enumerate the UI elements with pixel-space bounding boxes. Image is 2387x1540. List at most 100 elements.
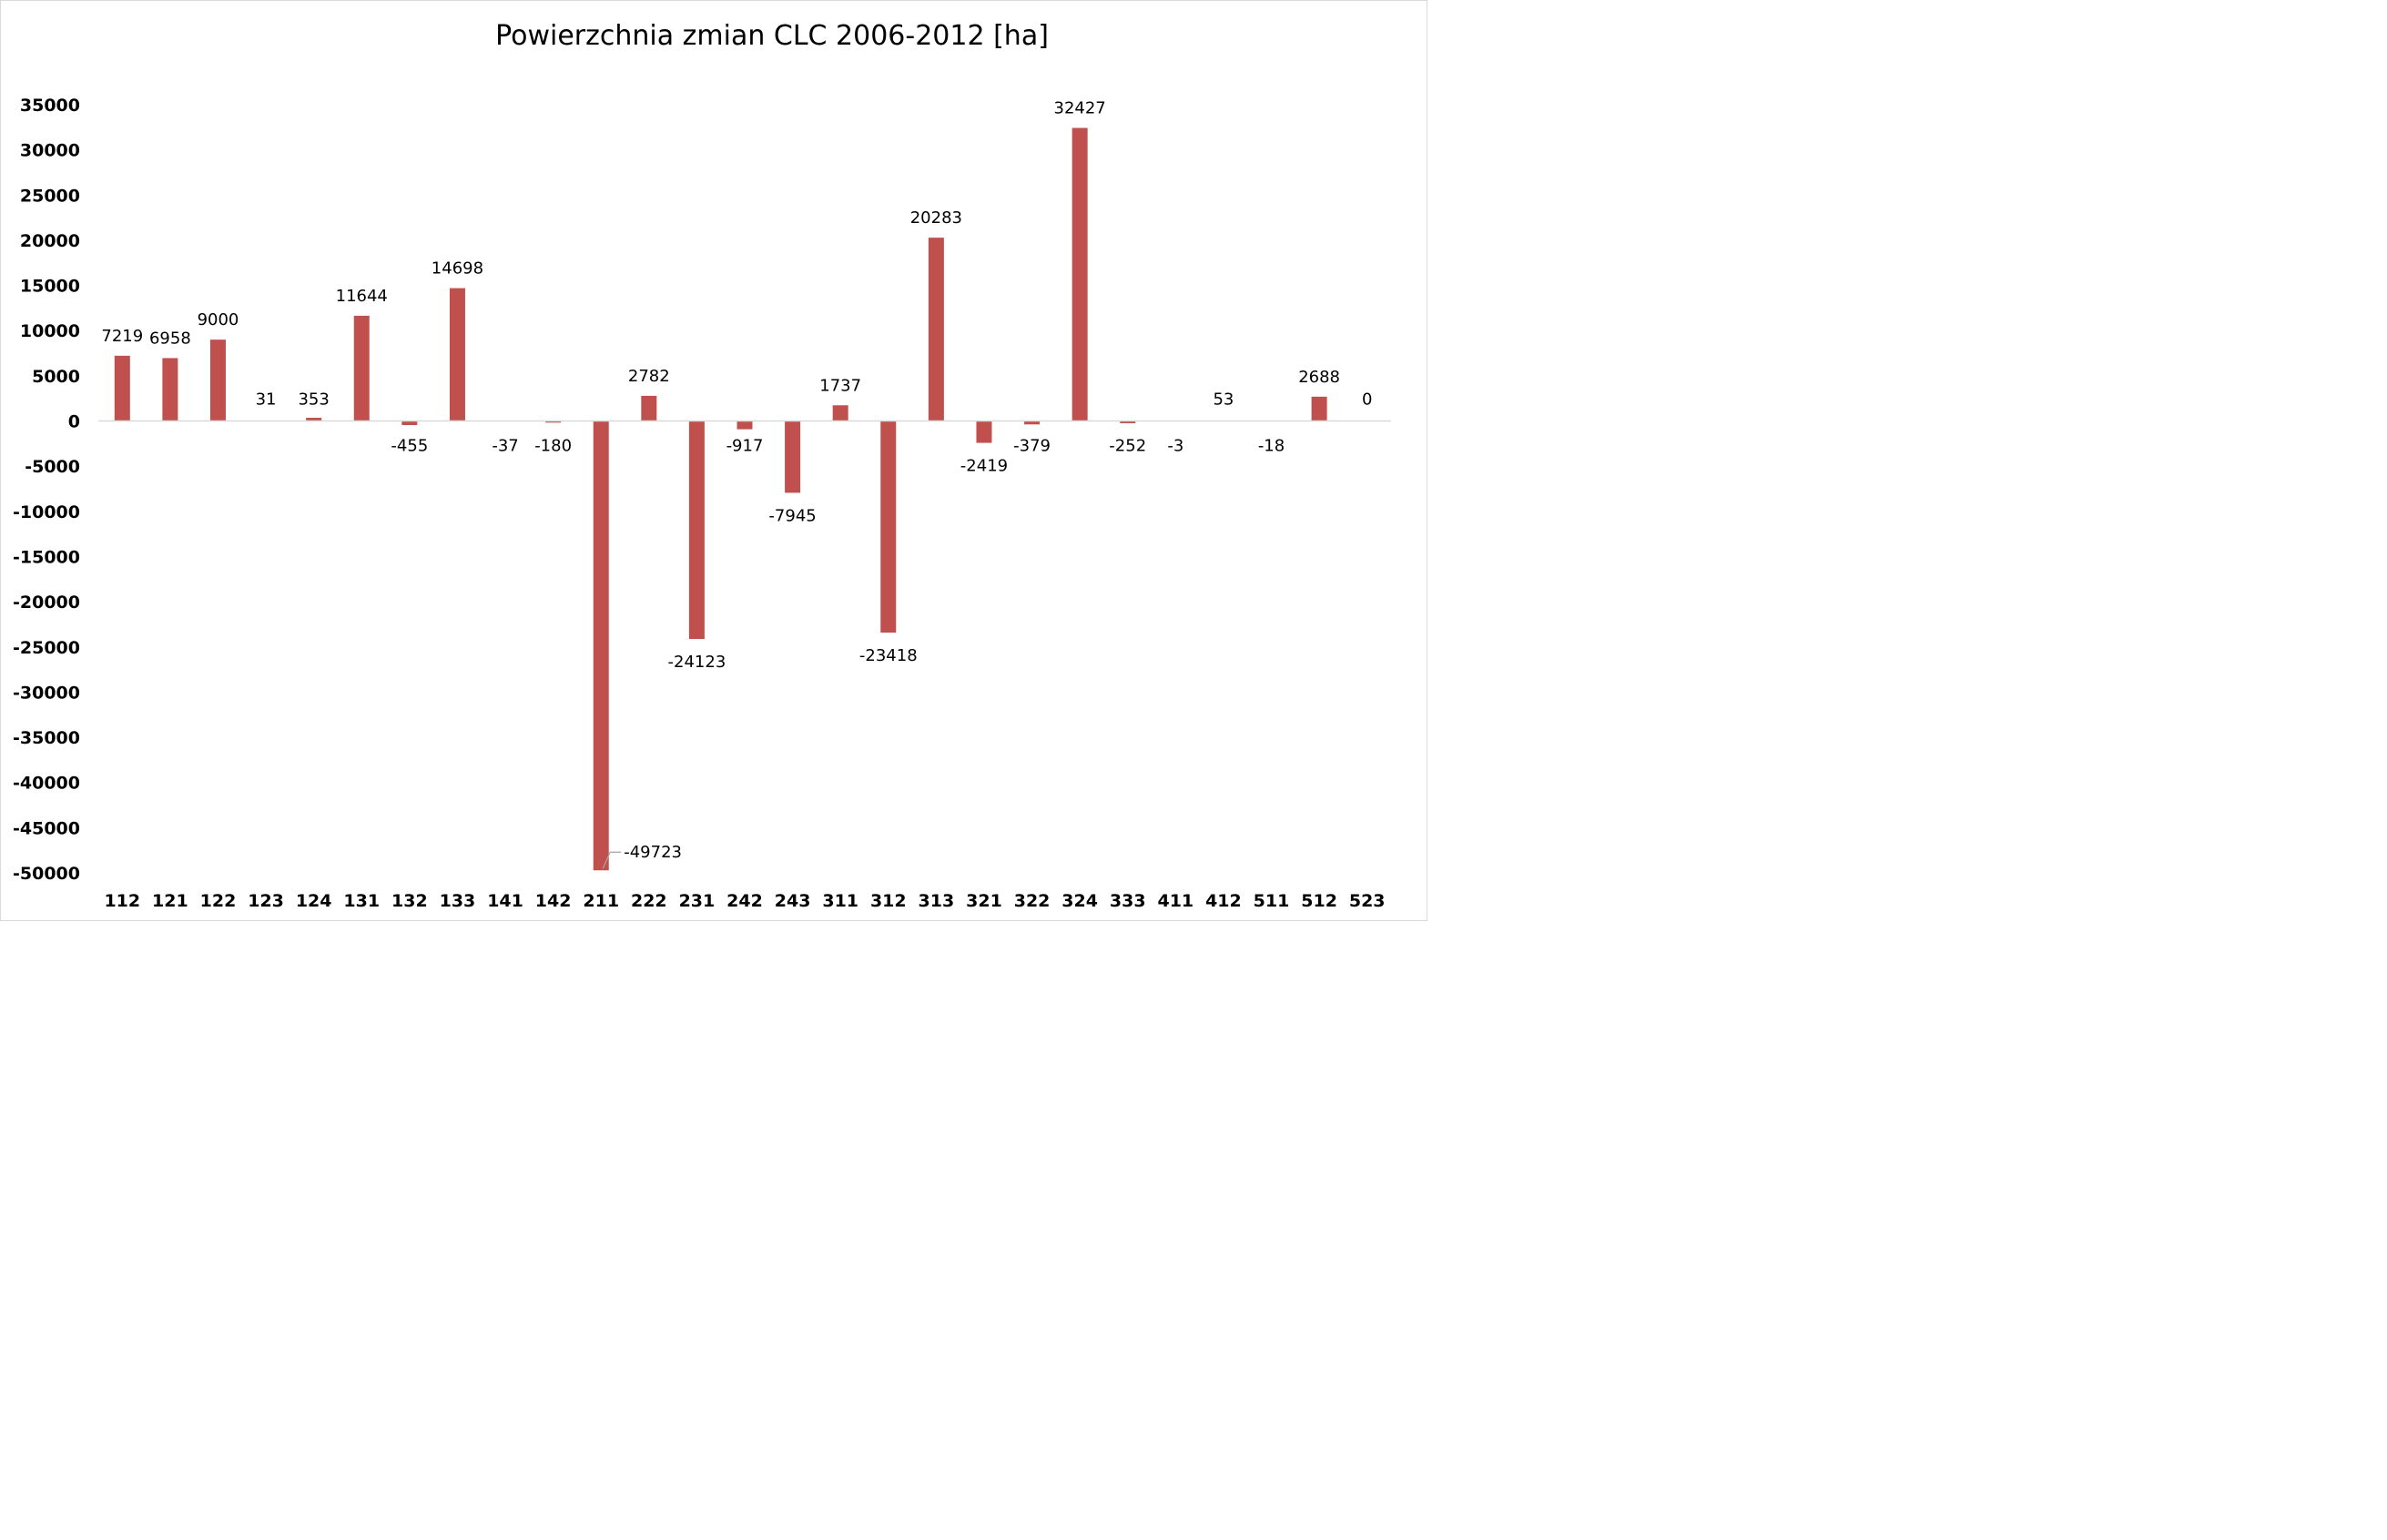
y-tick-label: -20000 [13,593,80,613]
y-tick-label: -25000 [13,638,80,658]
chart-title: Powierzchnia zmian CLC 2006-2012 [ha] [495,20,1049,52]
bar-333 [1120,420,1136,424]
data-label-122: 9000 [198,310,239,329]
data-label-141: -37 [492,437,518,456]
data-label-142: -180 [534,437,572,456]
x-tick-label: 112 [104,891,140,911]
x-tick-label: 412 [1205,891,1242,911]
data-label-312: -23418 [859,646,918,665]
x-tick-label: 512 [1301,891,1337,911]
bar-243 [785,420,801,493]
x-tick-label: 231 [679,891,716,911]
data-label-324: 32427 [1054,99,1106,118]
y-tick-label: 30000 [20,141,80,161]
x-tick-label: 511 [1254,891,1290,911]
y-tick-label: -5000 [25,457,80,477]
x-tick-label: 321 [966,891,1002,911]
x-tick-label: 133 [440,891,476,911]
y-tick-label: 20000 [20,231,80,251]
y-tick-label: -50000 [13,864,80,884]
bar-324 [1072,127,1088,421]
y-tick-label: -10000 [13,502,80,522]
x-tick-label: 142 [535,891,572,911]
x-tick-label: 123 [248,891,284,911]
data-label-511: -18 [1258,437,1285,456]
x-tick-label: 121 [152,891,188,911]
leader-line [602,851,622,869]
bar-chart: 35000 30000 25000 20000 15000 10000 5000 0 -5000… [13,96,1391,911]
data-label-512: 2688 [1298,368,1340,387]
data-label-523: 0 [1362,390,1372,410]
y-tick-label: -15000 [13,547,80,567]
y-tick-label: 10000 [20,321,80,341]
bar-312 [880,420,897,633]
data-label-313: 20283 [910,208,962,228]
data-label-321: -2419 [960,457,1008,476]
x-tick-label: 313 [919,891,955,911]
data-label-322: -379 [1013,437,1051,456]
y-tick-label: -40000 [13,774,80,794]
bar-512 [1311,396,1327,421]
x-tick-label: 242 [726,891,763,911]
bar-313 [928,238,944,421]
data-label-231: -24123 [668,653,726,672]
data-label-123: 31 [256,390,277,410]
y-tick-label: 35000 [20,96,80,116]
data-label-222: 2782 [628,367,670,386]
bar-322 [1024,420,1041,425]
data-label-243: -7945 [768,506,816,525]
data-label-411: -3 [1167,437,1183,456]
x-tick-label: 131 [343,891,380,911]
x-tick-label: 311 [822,891,858,911]
data-label-311: 1737 [819,376,861,395]
bar-132 [401,420,418,426]
data-label-242: -917 [726,437,764,456]
y-tick-label: 25000 [20,186,80,206]
data-label-121: 6958 [149,329,191,348]
y-tick-label: 15000 [20,277,80,297]
x-tick-label: 124 [296,891,332,911]
bar-231 [688,420,705,640]
bar-131 [353,315,370,421]
bar-133 [449,288,465,421]
bar-112 [114,355,130,421]
x-axis-ticks: 112 121 122 123 124 131 132 133 141 142 211 222 231 2… [104,891,1385,911]
x-tick-label: 132 [391,891,428,911]
data-label-211: -49723 [624,843,682,862]
y-tick-label: -45000 [13,818,80,838]
y-axis-ticks: 35000 30000 25000 20000 15000 10000 5000 0 -5000… [13,96,80,884]
bar-124 [306,418,322,421]
bar-211 [593,420,609,871]
bars [114,127,1327,871]
x-tick-label: 141 [487,891,523,911]
x-tick-label: 322 [1014,891,1051,911]
x-tick-label: 324 [1061,891,1098,911]
x-tick-label: 122 [200,891,237,911]
x-tick-label: 312 [870,891,907,911]
x-tick-label: 211 [583,891,619,911]
data-label-133: 14698 [432,259,483,279]
bar-121 [162,358,178,421]
data-label-412: 53 [1213,390,1234,410]
x-tick-label: 523 [1349,891,1386,911]
y-tick-label: 5000 [32,367,80,387]
y-tick-label: -35000 [13,728,80,748]
data-label-131: 11644 [336,287,388,306]
data-label-132: -455 [391,437,428,456]
bar-122 [209,339,226,421]
bar-311 [832,405,848,421]
x-tick-label: 333 [1110,891,1146,911]
bar-321 [976,420,992,443]
bar-142 [545,420,562,423]
x-tick-label: 411 [1157,891,1194,911]
bar-242 [736,420,753,430]
data-label-124: 353 [298,390,329,410]
chart-frame [0,0,1427,921]
x-tick-label: 243 [775,891,811,911]
y-tick-label: 0 [68,412,80,432]
data-label-112: 7219 [101,327,143,346]
y-tick-label: -30000 [13,683,80,703]
bar-222 [641,395,657,421]
x-tick-label: 222 [631,891,667,911]
